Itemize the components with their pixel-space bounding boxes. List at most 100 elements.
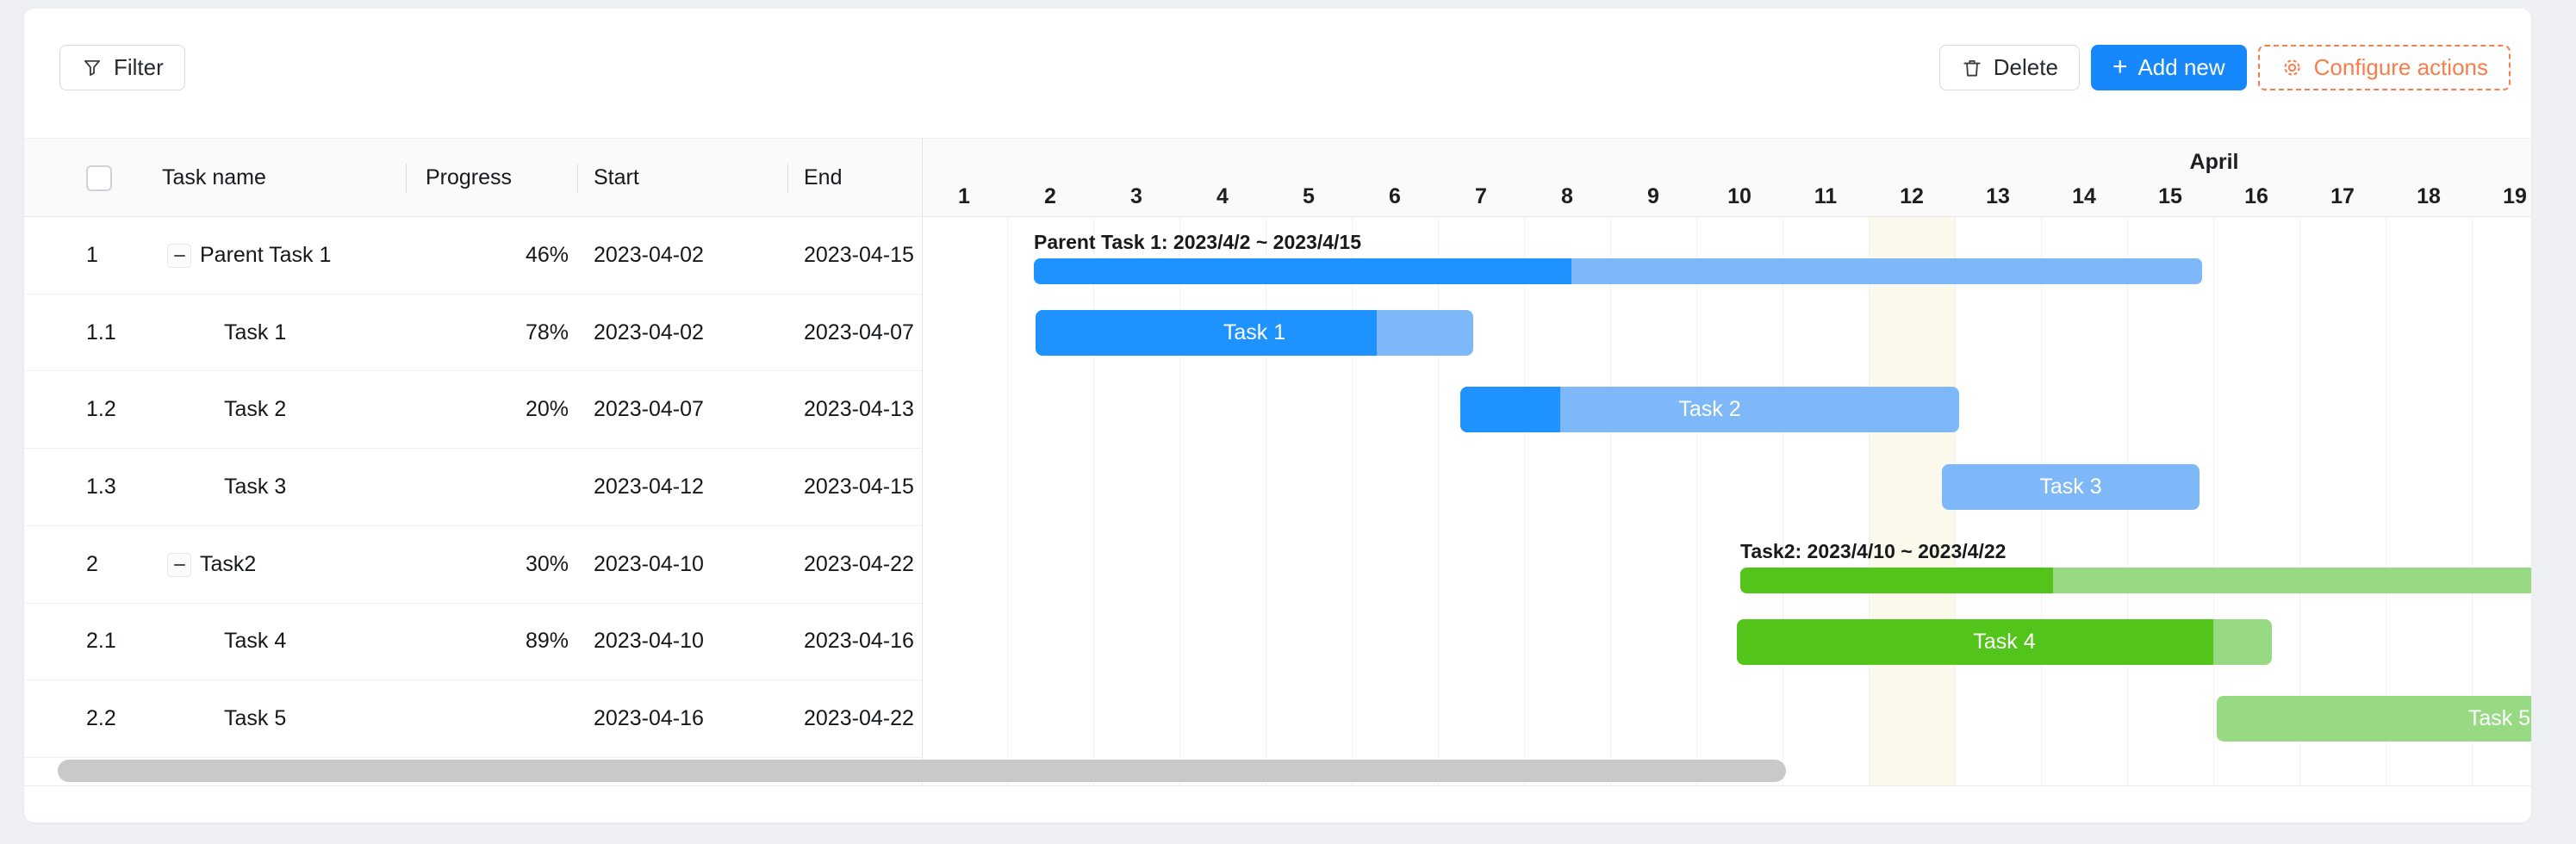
task-name-cell[interactable]: Parent Task 1 [200,242,332,267]
day-header-label: 13 [1986,184,2010,208]
start-date-cell: 2023-04-07 [594,397,704,422]
day-header-label: 14 [2072,184,2096,208]
gantt-bar-progress [1036,309,1378,356]
plus-icon: + [2112,52,2128,81]
delete-button[interactable]: Delete [1938,45,2080,90]
gantt-parent-bar[interactable] [1034,258,2202,284]
grid-bottom-border [24,785,2531,786]
start-date-cell: 2023-04-10 [594,629,704,654]
day-header-label: 8 [1561,184,1573,208]
day-gridline [1524,217,1525,785]
table-row[interactable]: 1 Parent Task 1 46% 2023-04-02 2023-04-15 [24,217,922,295]
day-gridline [1869,217,1870,785]
progress-cell: 46% [525,242,569,267]
gantt-bar-progress [1740,567,2053,593]
filter-button[interactable]: Filter [59,45,185,90]
end-date-cell: 2023-04-15 [804,242,914,267]
day-gridline [1093,217,1094,785]
column-header-task-name[interactable]: Task name [162,164,266,189]
row-number: 2.2 [86,706,116,731]
gantt-bar-label: Task 2 [1678,397,1741,422]
gantt-task-bar[interactable]: Task 1 [1036,309,1473,356]
day-gridline [2213,217,2214,785]
table-row[interactable]: 1.3 Task 3 2023-04-12 2023-04-15 [24,449,922,526]
day-header-label: 4 [1216,184,1229,208]
gantt-bar-label: Task 1 [1223,320,1286,344]
gantt-bar-label: Task 4 [1973,629,2036,654]
task-name-cell[interactable]: Task 5 [224,706,287,731]
configure-actions-label: Configure actions [2313,54,2488,80]
start-date-cell: 2023-04-16 [594,706,704,731]
gantt-bar-label: Task 5 [2467,706,2531,731]
gantt-app-card: Filter Delete + Add new Configure action… [24,9,2531,822]
month-label: April [2189,150,2239,174]
add-new-button[interactable]: + Add new [2090,45,2247,90]
task-name-cell[interactable]: Task 1 [224,320,287,344]
filter-button-label: Filter [114,54,164,80]
day-gridline [1179,217,1180,785]
day-header-label: 18 [2417,184,2441,208]
collapse-toggle[interactable] [167,244,191,268]
progress-cell: 78% [525,320,569,344]
horizontal-scrollbar-thumb[interactable] [58,760,1786,782]
day-header-label: 11 [1814,184,1838,208]
end-date-cell: 2023-04-22 [804,551,914,576]
toolbar-right-group: Delete + Add new Configure actions [1938,45,2511,90]
select-all-checkbox[interactable] [86,165,112,191]
gantt-task-bar[interactable]: Task 4 [1737,618,2272,665]
gantt-bar-progress [1460,387,1560,433]
progress-cell: 30% [525,551,569,576]
funnel-icon [81,57,103,79]
table-row[interactable]: 2.2 Task 5 2023-04-16 2023-04-22 [24,680,922,758]
end-date-cell: 2023-04-22 [804,706,914,731]
highlight-day-column [1869,217,1955,785]
row-number: 2.1 [86,629,116,654]
progress-cell: 20% [525,397,569,422]
bar-date-range-label: Task2: 2023/4/10 ~ 2023/4/22 [1740,539,2007,562]
row-number: 1 [86,242,98,267]
task-name-cell[interactable]: Task2 [200,551,257,576]
row-number: 1.1 [86,320,116,344]
grid-header: Task name Progress Start End [24,138,2531,217]
row-number: 1.3 [86,474,116,499]
column-header-progress[interactable]: Progress [426,164,513,189]
column-separator [406,164,407,193]
configure-actions-button[interactable]: Configure actions [2257,45,2511,90]
day-header-label: 2 [1044,184,1056,208]
gantt-task-bar[interactable]: Task 5 [2217,696,2531,742]
day-gridline [2472,217,2473,785]
gantt-chart-body: Parent Task 1: 2023/4/2 ~ 2023/4/15 Task … [922,217,2531,785]
end-date-cell: 2023-04-07 [804,320,914,344]
column-header-start[interactable]: Start [594,164,639,189]
progress-cell: 89% [525,629,569,654]
trash-icon [1961,57,1983,79]
day-gridline [1696,217,1697,785]
start-date-cell: 2023-04-12 [594,474,704,499]
table-row[interactable]: 1.1 Task 1 78% 2023-04-02 2023-04-07 [24,295,922,372]
day-gridline [1352,217,1353,785]
start-date-cell: 2023-04-10 [594,551,704,576]
task-name-cell[interactable]: Task 4 [224,629,287,654]
task-name-cell[interactable]: Task 2 [224,397,287,422]
gantt-parent-bar[interactable] [1740,567,2531,593]
start-date-cell: 2023-04-02 [594,242,704,267]
table-row[interactable]: 2 Task2 30% 2023-04-10 2023-04-22 [24,526,922,604]
gantt-task-bar[interactable]: Task 3 [1942,464,2200,511]
end-date-cell: 2023-04-15 [804,474,914,499]
task-name-cell[interactable]: Task 3 [224,474,287,499]
table-chart-divider [922,138,923,785]
task-table-body: 1 Parent Task 1 46% 2023-04-02 2023-04-15 1.1… [24,9,922,785]
row-number: 1.2 [86,397,116,422]
day-gridline [1610,217,1611,785]
gantt-bar-label: Task 3 [2039,475,2102,500]
gantt-bar-progress [1737,618,2213,665]
table-row[interactable]: 2.1 Task 4 89% 2023-04-10 2023-04-16 [24,604,922,681]
gear-icon [2280,56,2304,79]
column-header-end[interactable]: End [804,164,843,189]
minus-icon [173,254,185,258]
gantt-task-bar[interactable]: Task 2 [1460,387,1959,433]
collapse-toggle[interactable] [167,552,191,577]
progress-cell [426,680,569,757]
row-number: 2 [86,551,98,576]
table-row[interactable]: 1.2 Task 2 20% 2023-04-07 2023-04-13 [24,371,922,450]
